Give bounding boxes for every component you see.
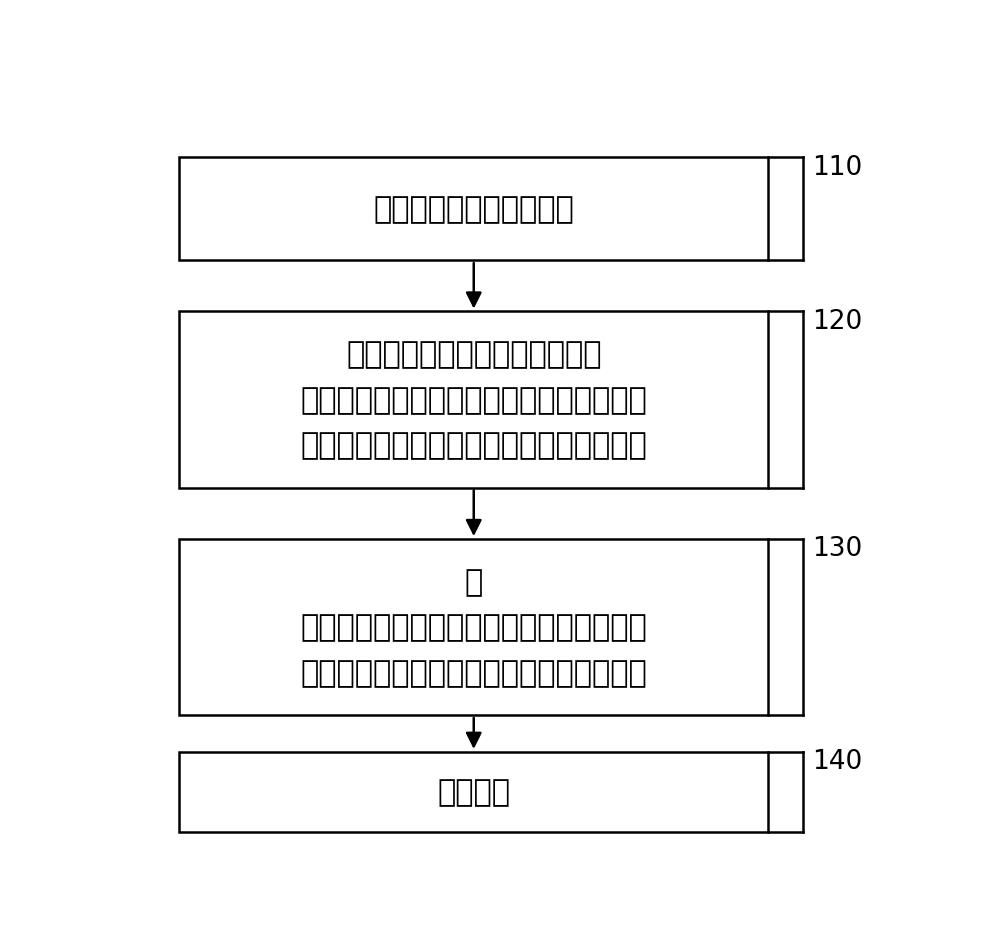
Text: 任意相邻两条所述多晶硅平面栅之间的至少: 任意相邻两条所述多晶硅平面栅之间的至少 — [300, 386, 647, 415]
Bar — [179, 752, 768, 833]
Text: 蔽，对所述外延层进行掺杂，以形成多个阱: 蔽，对所述外延层进行掺杂，以形成多个阱 — [300, 613, 647, 642]
Text: 120: 120 — [812, 308, 863, 334]
Text: 以衬底和外延层形成漏区: 以衬底和外延层形成漏区 — [373, 195, 574, 224]
Text: 形成源区: 形成源区 — [437, 778, 510, 806]
Text: 140: 140 — [812, 748, 863, 774]
Text: 区: 区 — [465, 567, 483, 596]
Text: 以所述多晶硅平面栅和多晶硅平面桥作为掩: 以所述多晶硅平面栅和多晶硅平面桥作为掩 — [300, 659, 647, 687]
Text: 130: 130 — [812, 536, 863, 562]
Bar — [179, 312, 768, 488]
Bar — [179, 158, 768, 261]
Text: 形成至少两条多晶硅平面栅以及形成连接在: 形成至少两条多晶硅平面栅以及形成连接在 — [300, 431, 647, 460]
Text: 一个多晶硅平面桥，以作为栅区: 一个多晶硅平面桥，以作为栅区 — [346, 340, 602, 369]
Text: 110: 110 — [812, 154, 863, 181]
Bar — [179, 540, 768, 715]
